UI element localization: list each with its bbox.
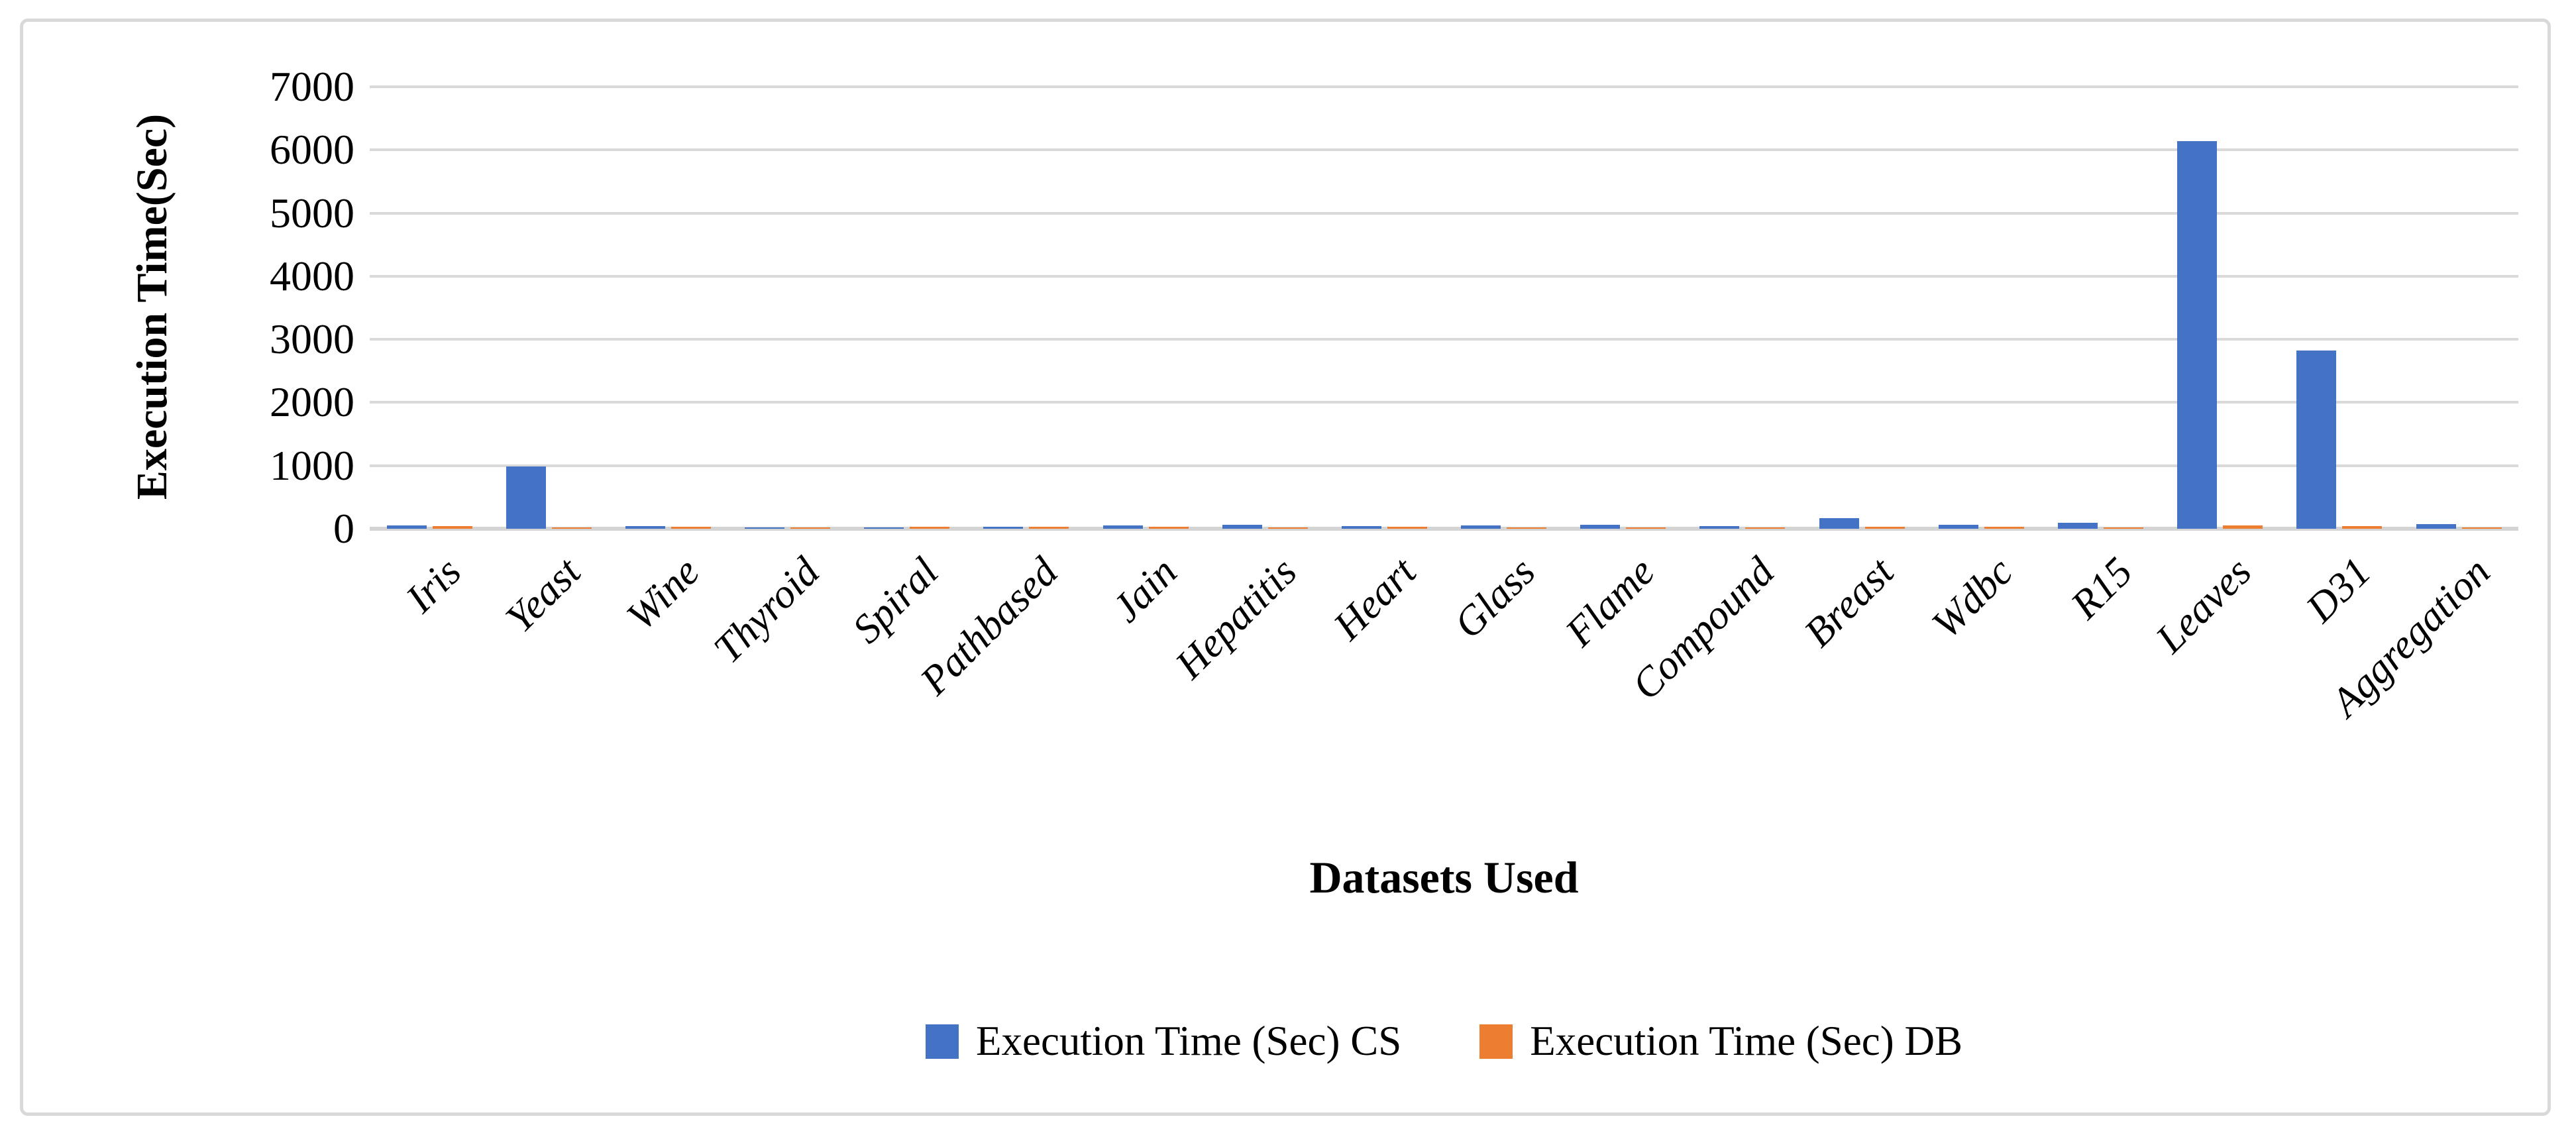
x-axis-label: R15 <box>2062 549 2141 628</box>
category-group-aggregation <box>2399 87 2518 529</box>
y-tick-label: 0 <box>333 505 354 552</box>
category-group-glass <box>1444 87 1564 529</box>
bar-cs-spiral <box>864 527 904 529</box>
bar-cs-thyroid <box>745 527 785 529</box>
bar-db-glass <box>1507 527 1547 529</box>
category-group-flame <box>1564 87 1683 529</box>
y-tick-label: 5000 <box>270 189 354 237</box>
bar-cs-wine <box>625 526 665 529</box>
x-axis-label: Wdbc <box>1923 549 2022 647</box>
category-group-d31 <box>2280 87 2399 529</box>
bar-db-heart <box>1387 527 1427 529</box>
y-tick-label: 7000 <box>270 63 354 110</box>
x-axis-label: Spiral <box>844 549 947 652</box>
bar-db-wine <box>671 527 711 529</box>
bar-db-aggregation <box>2461 527 2502 529</box>
category-group-r15 <box>2041 87 2160 529</box>
category-group-pathbased <box>967 87 1086 529</box>
bar-db-wdbc <box>1984 527 2024 529</box>
bar-cs-yeast <box>506 466 546 529</box>
category-group-wdbc <box>1921 87 2041 529</box>
bar-cs-leaves <box>2177 140 2218 529</box>
bar-db-pathbased <box>1029 527 1069 529</box>
bar-db-spiral <box>910 527 950 529</box>
category-group-iris <box>370 87 489 529</box>
y-tick-label: 1000 <box>270 441 354 489</box>
x-axis-label: Heart <box>1324 549 1425 649</box>
x-axis-title-text: Datasets Used <box>1309 852 1579 902</box>
category-group-thyroid <box>728 87 847 529</box>
bar-cs-compound <box>1699 526 1740 529</box>
y-tick-label: 4000 <box>270 252 354 299</box>
legend-label-cs: Execution Time (Sec) CS <box>976 1018 1402 1064</box>
y-tick-label: 2000 <box>270 378 354 426</box>
y-gridline <box>370 274 2518 278</box>
x-axis-label: Breast <box>1795 549 1902 656</box>
y-gridline <box>370 85 2518 88</box>
category-group-spiral <box>847 87 967 529</box>
y-tick-label: 6000 <box>270 126 354 174</box>
bar-db-breast <box>1864 527 1905 529</box>
bar-db-yeast <box>551 527 592 529</box>
category-group-hepatitis <box>1205 87 1324 529</box>
bar-cs-d31 <box>2296 351 2337 529</box>
chart-figure: Execution Time(Sec) 0 1000 2000 3000 4000 500… <box>20 19 2551 1116</box>
x-axis-title: Datasets Used <box>370 851 2518 904</box>
category-group-yeast <box>489 87 608 529</box>
x-axis-label: Iris <box>397 549 470 622</box>
bar-cs-glass <box>1461 525 1501 529</box>
legend-item-cs: Execution Time (Sec) CS <box>926 1017 1401 1065</box>
bar-db-leaves <box>2223 525 2263 529</box>
category-group-leaves <box>2161 87 2280 529</box>
legend-label-db: Execution Time (Sec) DB <box>1530 1018 1962 1064</box>
bar-db-hepatitis <box>1267 527 1308 529</box>
y-tick-label: 3000 <box>270 315 354 363</box>
legend-swatch-cs <box>926 1024 959 1059</box>
bar-db-r15 <box>2103 527 2143 529</box>
bar-db-thyroid <box>790 527 831 529</box>
bar-db-iris <box>432 525 472 529</box>
category-group-wine <box>608 87 727 529</box>
y-gridline <box>370 211 2518 215</box>
x-axis-label: Glass <box>1446 549 1544 647</box>
bar-db-d31 <box>2342 526 2383 529</box>
y-gridline <box>370 148 2518 152</box>
category-group-jain <box>1086 87 1205 529</box>
bar-cs-hepatitis <box>1222 525 1262 529</box>
bar-cs-breast <box>1819 517 1859 529</box>
x-axis-label: Jain <box>1104 549 1186 631</box>
category-group-compound <box>1683 87 1802 529</box>
bar-db-jain <box>1148 527 1189 529</box>
bar-db-compound <box>1745 527 1786 529</box>
legend: Execution Time (Sec) CS Execution Time (S… <box>370 1017 2518 1065</box>
y-gridline <box>370 338 2518 341</box>
bar-cs-flame <box>1580 524 1621 529</box>
bar-cs-r15 <box>2057 523 2098 529</box>
y-gridline <box>370 464 2518 467</box>
x-axis-label: Thyroid <box>705 549 828 673</box>
bar-cs-wdbc <box>1938 524 1978 529</box>
x-axis-label: Hepatitis <box>1167 549 1306 688</box>
bar-cs-jain <box>1102 525 1143 529</box>
bar-cs-pathbased <box>983 527 1024 529</box>
x-axis-label: D31 <box>2297 549 2380 631</box>
legend-item-db: Execution Time (Sec) DB <box>1479 1017 1962 1065</box>
bars-row <box>370 87 2518 529</box>
legend-swatch-db <box>1479 1024 1513 1059</box>
x-axis-label: Yeast <box>496 549 590 641</box>
category-group-breast <box>1802 87 1921 529</box>
bar-cs-iris <box>386 525 427 529</box>
x-axis-label: Flame <box>1557 549 1664 655</box>
y-gridline <box>370 401 2518 404</box>
bar-cs-heart <box>1341 525 1381 529</box>
bar-cs-aggregation <box>2416 524 2456 529</box>
x-axis-label: Wine <box>618 549 709 639</box>
x-axis-label: Leaves <box>2147 549 2261 662</box>
plot-area <box>370 85 2518 531</box>
bar-db-flame <box>1626 527 1666 529</box>
x-axis-line <box>370 527 2518 531</box>
category-group-heart <box>1324 87 1444 529</box>
